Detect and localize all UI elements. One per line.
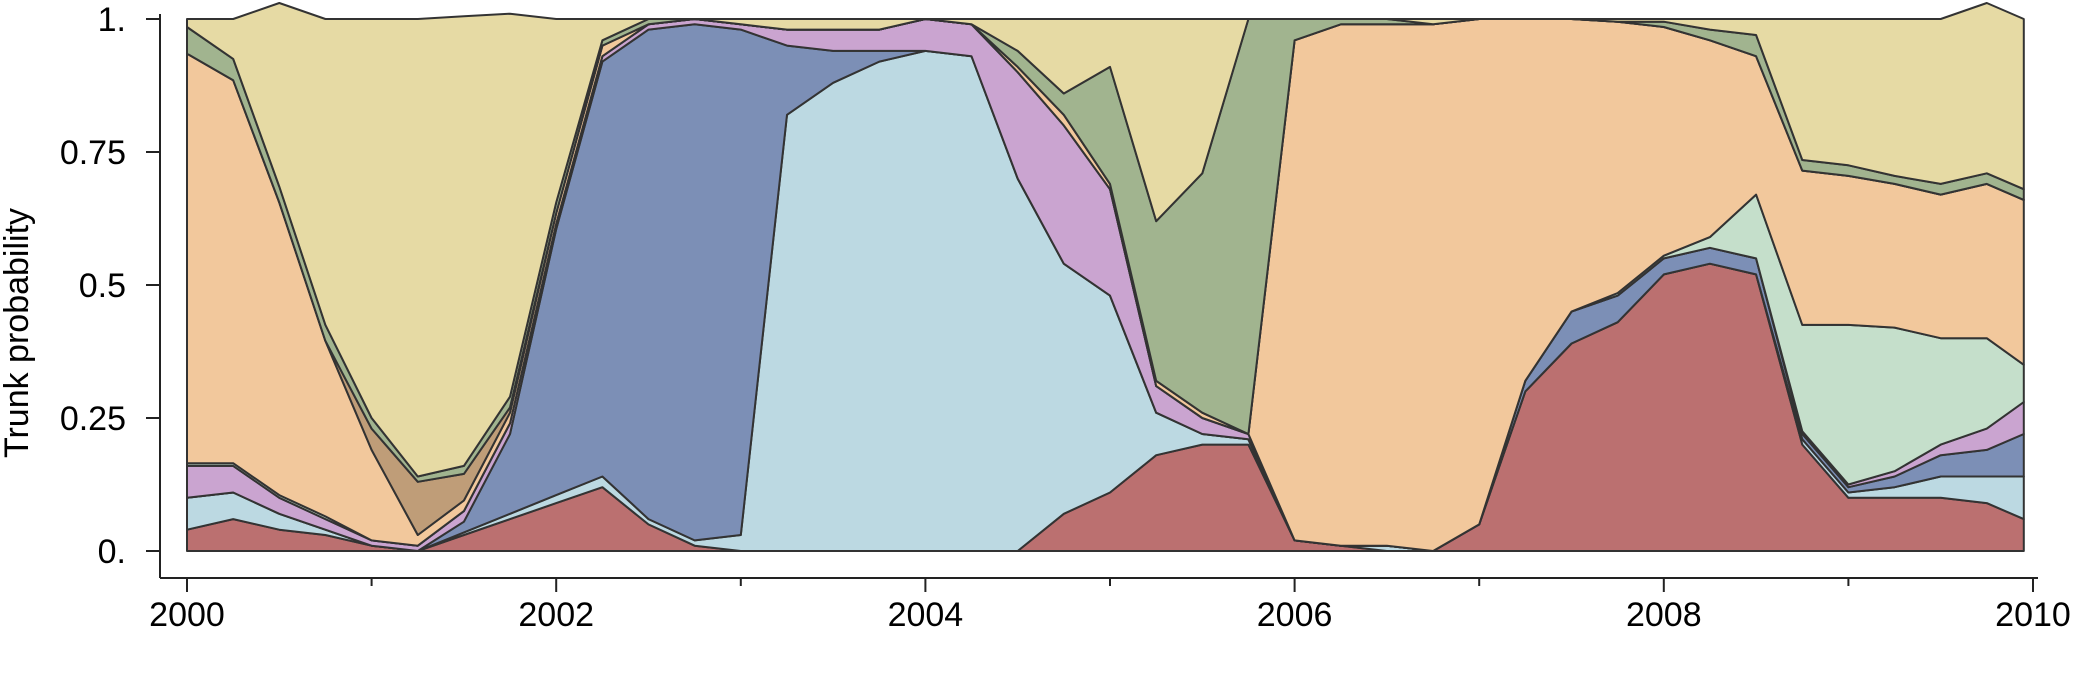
y-tick-label: 1. xyxy=(98,1,126,39)
area-series-9 xyxy=(186,2,2025,478)
axes xyxy=(146,14,2038,592)
y-tick-label: 0.25 xyxy=(60,400,126,438)
y-axis-label: Trunk probability xyxy=(0,208,36,458)
x-tick-label: 2010 xyxy=(1995,596,2071,634)
x-tick-label: 2008 xyxy=(1626,596,1702,634)
x-tick-label: 2006 xyxy=(1257,596,1333,634)
y-tick-label: 0. xyxy=(98,533,126,571)
y-tick-label: 0.5 xyxy=(79,267,126,305)
y-tick-label: 0.75 xyxy=(60,134,126,172)
x-tick-label: 2004 xyxy=(888,596,964,634)
x-tick-label: 2002 xyxy=(518,596,594,634)
x-tick-label: 2000 xyxy=(149,596,225,634)
area-bands xyxy=(186,2,2025,552)
tick-labels: 0. 0.25 0.5 0.75 1. 2000 2002 2004 2006 2008 2010 xyxy=(60,1,2071,634)
